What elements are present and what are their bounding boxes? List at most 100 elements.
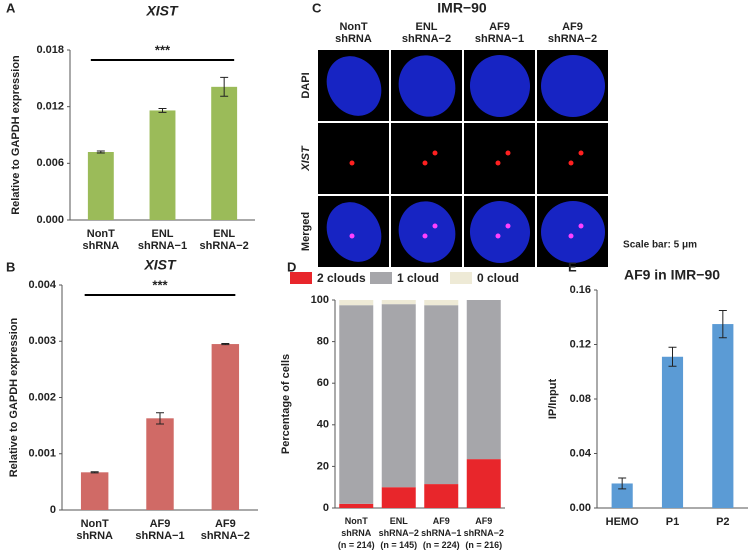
panel-letter: E xyxy=(568,259,577,274)
chart: D Percentage of cells 0 20 40 60 80 100 NonT shRN… xyxy=(280,259,519,550)
y-tick-label: 0.04 xyxy=(570,447,592,459)
bar xyxy=(661,356,684,508)
bar-segment xyxy=(381,304,416,488)
legend-swatch xyxy=(290,272,312,284)
x-tick-label: ENL shRNA−2 xyxy=(200,228,249,252)
nucleus xyxy=(469,201,531,263)
bar xyxy=(712,324,734,508)
bar-segment xyxy=(381,487,416,508)
x-tick-label: ENL shRNA−1 xyxy=(138,228,187,252)
chart-title: XIST xyxy=(143,257,177,273)
xist-cloud xyxy=(568,160,574,166)
micrograph xyxy=(391,123,462,194)
xist-cloud xyxy=(495,233,501,239)
panel-letter: B xyxy=(6,259,15,274)
x-tick-label: AF9 shRNA−2 (n = 216) xyxy=(464,516,504,550)
micrograph xyxy=(464,123,535,194)
legend-swatch xyxy=(450,272,472,284)
nucleus xyxy=(541,201,605,263)
bar-segment xyxy=(339,305,374,504)
xist-cloud xyxy=(568,233,574,239)
panel-letter: C xyxy=(312,0,322,15)
y-tick-label: 0.001 xyxy=(28,448,56,460)
y-tick-label: 0.004 xyxy=(28,279,56,291)
bar-segment xyxy=(424,484,459,508)
nucleus xyxy=(469,55,531,117)
panel-title: IMR−90 xyxy=(437,0,487,16)
nucleus xyxy=(398,201,456,263)
y-tick-label: 0.12 xyxy=(570,338,591,350)
xist-cloud xyxy=(349,233,355,239)
legend-label: 2 clouds xyxy=(317,271,366,285)
y-axis-label: Relative to GAPDH expression xyxy=(8,317,20,477)
y-tick-label: 0.16 xyxy=(570,284,591,296)
xist-cloud xyxy=(349,160,355,166)
y-tick-label: 0.08 xyxy=(570,393,591,405)
x-tick-label: P2 xyxy=(716,516,729,528)
bar xyxy=(611,483,633,508)
x-tick-label: NonT shRNA (n = 214) xyxy=(338,516,375,550)
x-tick-label: ENL shRNA−2 (n = 145) xyxy=(379,516,419,550)
y-axis-label: Percentage of cells xyxy=(280,354,292,454)
bar xyxy=(211,86,238,220)
bar-segment xyxy=(381,300,416,305)
y-axis-label: IP/Input xyxy=(547,379,559,420)
column-header: ENL shRNA−2 xyxy=(402,21,451,45)
micrograph xyxy=(318,123,389,194)
xist-cloud xyxy=(432,150,438,156)
x-tick-label: AF9 shRNA−1 xyxy=(135,518,184,542)
panel-letter: D xyxy=(287,259,296,274)
xist-cloud xyxy=(432,223,438,229)
legend-label: 1 cloud xyxy=(397,271,439,285)
bar-segment xyxy=(424,300,459,306)
xist-cloud xyxy=(505,150,511,156)
y-tick-label: 0 xyxy=(50,504,56,516)
nucleus xyxy=(398,55,456,117)
chart: E AF9 in IMR−90 IP/Input 0.00 0.04 0.08 0.12 0.… xyxy=(547,259,748,528)
legend-label: 0 cloud xyxy=(477,271,519,285)
y-tick-label: 0.018 xyxy=(36,44,64,56)
y-tick-label: 0.006 xyxy=(36,157,64,169)
bar xyxy=(80,472,109,510)
error-bar xyxy=(90,471,99,474)
nucleus xyxy=(326,202,382,262)
row-label: Merged xyxy=(300,212,312,251)
panel-letter: A xyxy=(6,0,16,15)
x-tick-label: NonT shRNA xyxy=(82,228,119,252)
y-tick-label: 0.012 xyxy=(36,101,64,113)
significance-label: *** xyxy=(152,277,168,292)
nucleus xyxy=(326,56,382,116)
column-header: AF9 shRNA−2 xyxy=(548,21,597,45)
scale-bar-label: Scale bar: 5 μm xyxy=(623,240,697,251)
y-tick-label: 80 xyxy=(317,336,329,348)
y-axis-label: Relative to GAPDH expression xyxy=(10,55,22,215)
error-bar xyxy=(618,477,627,490)
error-bar xyxy=(96,150,105,154)
bar xyxy=(149,110,176,220)
row-label: XIST xyxy=(300,145,312,172)
bar xyxy=(87,152,114,220)
error-bar xyxy=(221,343,230,346)
y-tick-label: 0.000 xyxy=(36,214,64,226)
y-tick-label: 0.002 xyxy=(28,391,56,403)
xist-cloud xyxy=(495,160,501,166)
legend-swatch xyxy=(370,272,392,284)
xist-cloud xyxy=(422,233,428,239)
bar-segment xyxy=(424,305,459,485)
nucleus xyxy=(541,55,605,117)
x-tick-label: AF9 shRNA−1 (n = 224) xyxy=(421,516,461,550)
y-tick-label: 0.003 xyxy=(28,335,56,347)
x-tick-label: NonT shRNA xyxy=(76,518,113,542)
chart: B XIST Relative to GAPDH expression 0 0.001 0… xyxy=(6,257,258,542)
bar-segment xyxy=(466,459,501,508)
micrograph xyxy=(537,123,608,194)
y-tick-label: 100 xyxy=(311,294,329,306)
row-label: DAPI xyxy=(300,72,312,98)
column-header: AF9 shRNA−1 xyxy=(475,21,524,45)
xist-cloud xyxy=(578,223,584,229)
y-tick-label: 60 xyxy=(317,377,329,389)
xist-cloud xyxy=(505,223,511,229)
error-bar xyxy=(220,76,229,97)
x-tick-label: P1 xyxy=(666,516,679,528)
